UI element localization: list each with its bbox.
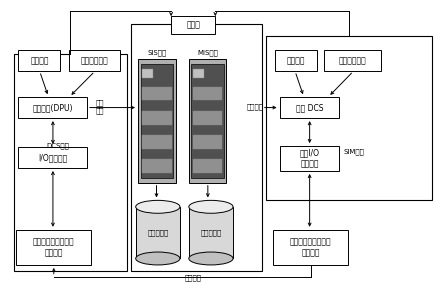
Bar bbox=[138, 59, 175, 183]
Text: 组态程序(DPU): 组态程序(DPU) bbox=[32, 103, 73, 112]
Bar bbox=[142, 111, 171, 124]
Text: MIS系统: MIS系统 bbox=[197, 49, 218, 56]
Bar bbox=[193, 87, 222, 101]
Text: 管理数据库: 管理数据库 bbox=[200, 229, 222, 236]
Bar bbox=[69, 50, 120, 71]
Bar bbox=[191, 64, 224, 178]
Bar bbox=[266, 36, 432, 200]
Text: SIS系统: SIS系统 bbox=[147, 49, 166, 56]
Text: SIM系统: SIM系统 bbox=[344, 149, 365, 155]
Text: I/O接口数据: I/O接口数据 bbox=[38, 153, 67, 162]
Ellipse shape bbox=[136, 252, 180, 265]
Text: 教练员工作站: 教练员工作站 bbox=[339, 56, 366, 65]
Text: 汽轮机、锅炉、电气
物理设备: 汽轮机、锅炉、电气 物理设备 bbox=[33, 238, 75, 257]
Bar bbox=[189, 207, 233, 258]
Bar bbox=[189, 59, 226, 183]
Bar bbox=[18, 147, 87, 168]
Text: 人机界面: 人机界面 bbox=[287, 56, 305, 65]
Bar bbox=[273, 230, 348, 265]
Bar bbox=[16, 230, 91, 265]
Text: 实时
通信: 实时 通信 bbox=[96, 100, 104, 114]
Text: 虚拟 DCS: 虚拟 DCS bbox=[296, 103, 323, 112]
Text: 程序下载: 程序下载 bbox=[247, 104, 264, 110]
Bar bbox=[18, 50, 60, 71]
Bar bbox=[131, 24, 262, 271]
Text: 人机界面: 人机界面 bbox=[30, 56, 49, 65]
Text: DCS系统: DCS系统 bbox=[47, 143, 69, 149]
Bar bbox=[193, 69, 204, 78]
Text: 浏览器: 浏览器 bbox=[186, 21, 200, 30]
Bar bbox=[18, 97, 87, 118]
Bar bbox=[193, 159, 222, 173]
Bar bbox=[14, 54, 127, 271]
Bar bbox=[193, 135, 222, 149]
Bar bbox=[142, 159, 171, 173]
Ellipse shape bbox=[136, 200, 180, 213]
Bar bbox=[136, 207, 180, 258]
Ellipse shape bbox=[189, 200, 233, 213]
Bar bbox=[193, 111, 222, 124]
Bar bbox=[275, 50, 317, 71]
Bar bbox=[280, 97, 339, 118]
Bar bbox=[324, 50, 381, 71]
Text: 汽轮机、锅炉、电气
数据模型: 汽轮机、锅炉、电气 数据模型 bbox=[289, 238, 331, 257]
Bar bbox=[141, 64, 173, 178]
Text: 虚拟I/O
接口数据: 虚拟I/O 接口数据 bbox=[299, 149, 319, 168]
Bar bbox=[142, 69, 153, 78]
Ellipse shape bbox=[189, 252, 233, 265]
Bar bbox=[142, 135, 171, 149]
Text: 历史数据库: 历史数据库 bbox=[147, 229, 168, 236]
Text: 工程师工作站: 工程师工作站 bbox=[81, 56, 109, 65]
Text: 数学仿真: 数学仿真 bbox=[185, 275, 202, 281]
Bar bbox=[171, 16, 215, 35]
Bar bbox=[280, 146, 339, 171]
Bar bbox=[142, 87, 171, 101]
